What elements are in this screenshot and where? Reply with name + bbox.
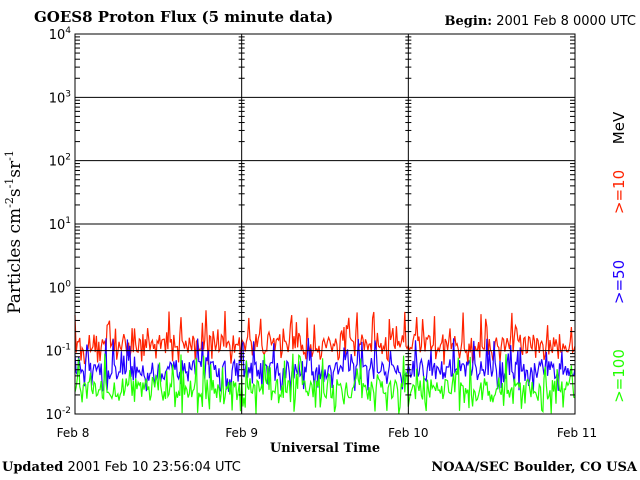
series-line-2 — [74, 353, 576, 414]
series-line-1 — [74, 337, 576, 393]
y-tick-label: 10-2 — [45, 406, 71, 423]
y-tick-label: 104 — [49, 26, 72, 43]
y-tick-label: 103 — [49, 89, 71, 106]
legend: MeV >=10 >=50 >=100 — [610, 111, 628, 403]
axis-ticks — [75, 36, 575, 396]
x-tick-label: Feb 10 — [388, 426, 428, 440]
updated-value: 2001 Feb 10 23:56:04 UTC — [67, 460, 241, 475]
legend-entry-1: >=50 — [610, 260, 628, 304]
plot-frame — [74, 33, 576, 415]
credit: NOAA/SEC Boulder, CO USA — [431, 460, 637, 475]
chart-title: GOES8 Proton Flux (5 minute data) — [34, 8, 334, 26]
x-tick-label: Feb 8 — [57, 426, 90, 440]
x-tick-label: Feb 11 — [557, 426, 597, 440]
series-line-0 — [74, 310, 576, 365]
x-tick-label: Feb 9 — [225, 426, 258, 440]
begin-time: Begin: 2001 Feb 8 0000 UTC — [445, 14, 636, 29]
legend-unit: MeV — [610, 111, 628, 144]
plot-lines — [74, 310, 576, 414]
begin-value: 2001 Feb 8 0000 UTC — [496, 14, 636, 29]
begin-label: Begin: — [444, 14, 493, 29]
updated-label: Updated — [2, 460, 64, 475]
y-tick-label: 100 — [49, 279, 72, 296]
legend-entry-2: >=100 — [610, 349, 628, 403]
y-axis-label: Particles cm-2s-1sr-1 — [3, 150, 25, 314]
y-tick-label: 101 — [49, 216, 71, 233]
y-tick-labels: 10-2 10-1 100 101 102 103 104 — [45, 26, 71, 423]
x-tick-labels: Feb 8 Feb 9 Feb 10 Feb 11 — [57, 426, 598, 440]
updated-time: Updated 2001 Feb 10 23:56:04 UTC — [2, 460, 241, 475]
grid-lines — [75, 34, 575, 414]
legend-entry-0: >=10 — [610, 170, 628, 214]
y-tick-label: 10-1 — [45, 343, 71, 360]
y-tick-label: 102 — [49, 153, 71, 170]
x-axis-label: Universal Time — [270, 441, 380, 456]
